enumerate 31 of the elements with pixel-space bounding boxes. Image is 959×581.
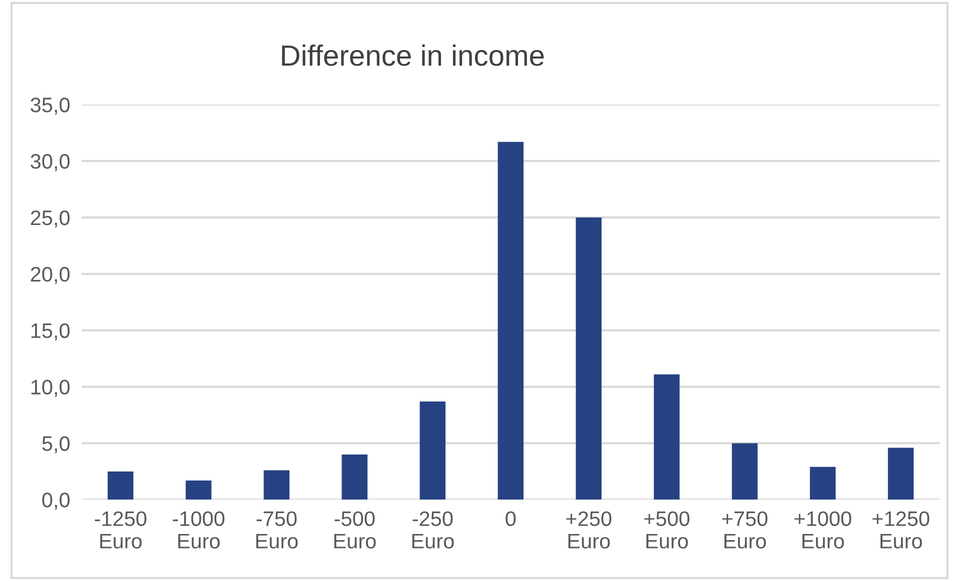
x-tick-label: +1250 Euro: [872, 511, 930, 549]
y-tick-label: 10,0: [31, 380, 70, 397]
y-tick-label: 20,0: [30, 266, 70, 284]
x-tick-label: -250 Euro: [412, 511, 454, 549]
x-tick-label: -1000 Euro: [172, 511, 224, 549]
x-tick-label: +1000 Euro: [794, 511, 852, 549]
x-tick-label: +500 Euro: [644, 511, 690, 549]
x-tick-label: -500 Euro: [334, 511, 376, 549]
y-tick-label: 5,0: [42, 436, 70, 454]
bar: [420, 401, 446, 500]
x-tick-label: +750 Euro: [722, 511, 768, 549]
bar: [342, 454, 368, 500]
x-tick-label: -750 Euro: [256, 511, 298, 549]
x-tick-label: -1250 Euro: [94, 511, 146, 549]
y-tick-label: 0,0: [42, 492, 70, 510]
bar: [498, 142, 524, 500]
bar: [810, 466, 836, 500]
bar: [264, 470, 290, 500]
chart-title: Difference in income: [282, 44, 544, 66]
bar: [186, 480, 212, 500]
y-tick-label: 30,0: [30, 154, 70, 172]
y-tick-label: 25,0: [30, 210, 70, 228]
x-tick-label: +250 Euro: [566, 511, 612, 549]
bar: [888, 448, 914, 500]
x-tick-label: 0: [506, 511, 516, 526]
y-tick-label: 15,0: [31, 323, 70, 341]
bar: [654, 374, 680, 500]
y-tick-label: 35,0: [30, 98, 70, 115]
bar: [732, 443, 758, 500]
bar: [108, 471, 134, 500]
bar: [576, 217, 602, 500]
